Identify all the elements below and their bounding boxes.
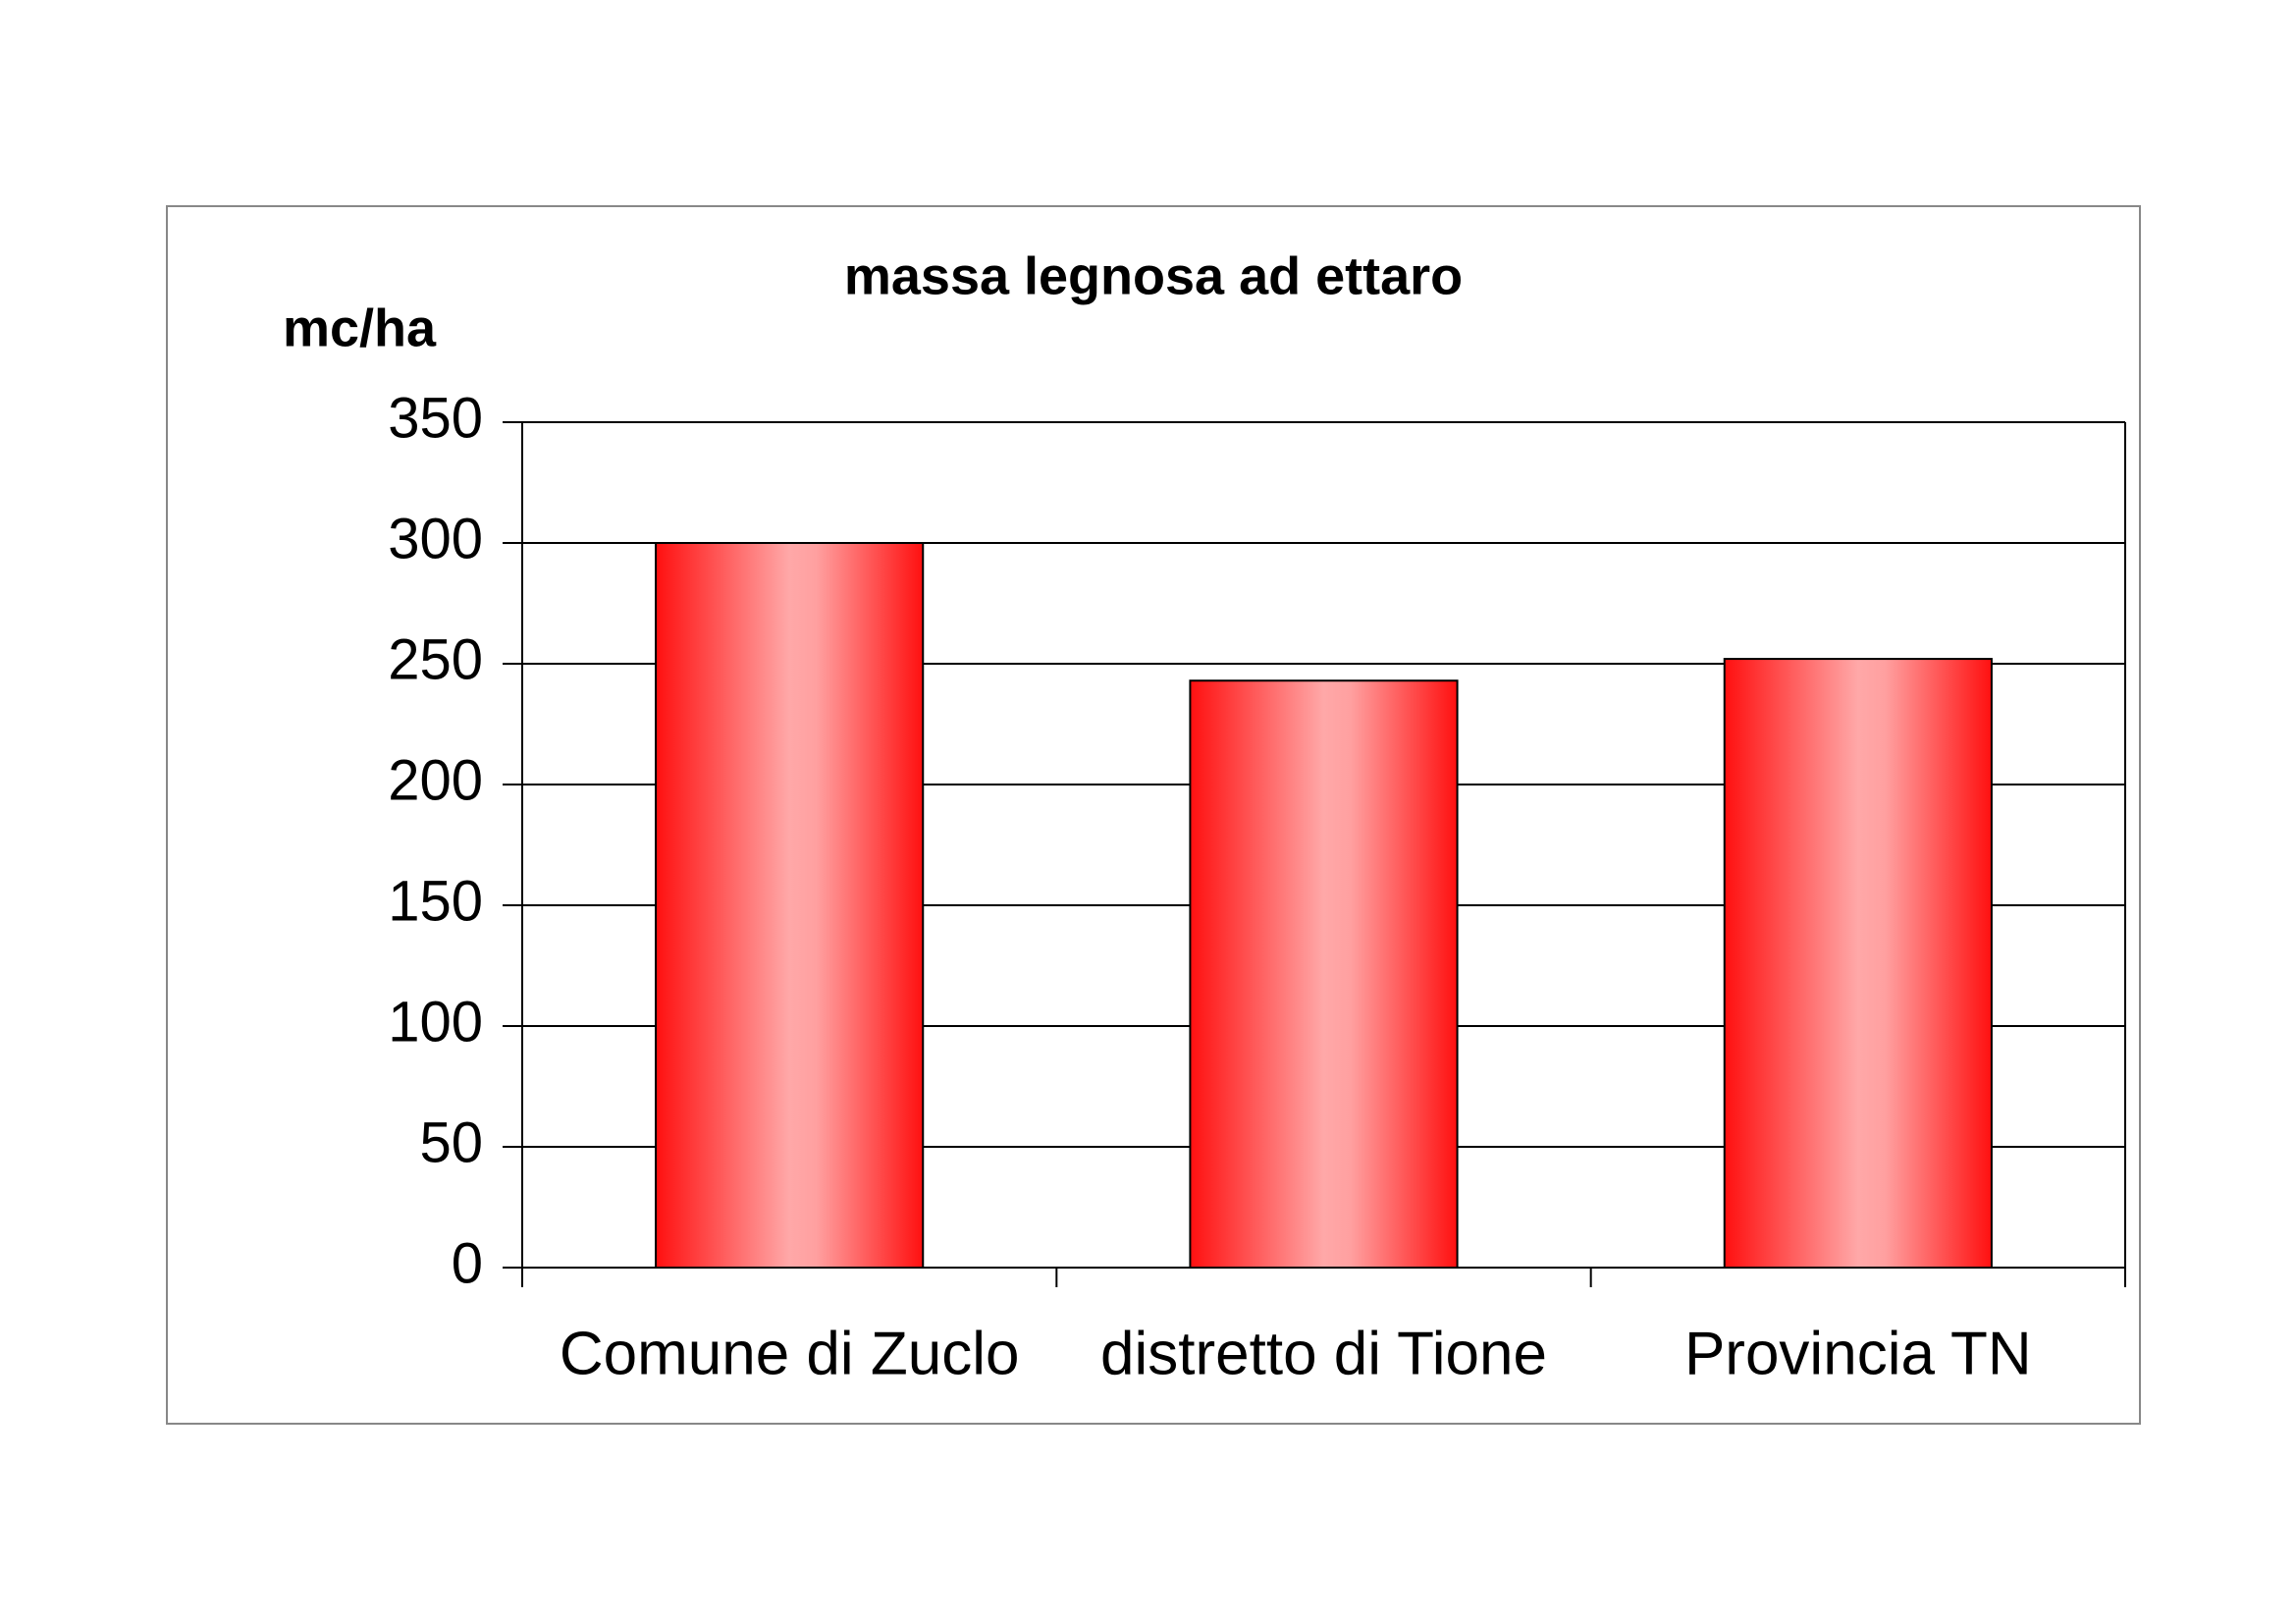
bar <box>1723 658 1993 1269</box>
y-tick-label: 0 <box>452 1231 483 1295</box>
y-tick-label: 200 <box>388 748 483 812</box>
chart-title: massa legnosa ad ettaro <box>844 246 1463 305</box>
y-tick-label: 100 <box>388 990 483 1054</box>
y-axis-label: mc/ha <box>283 298 437 357</box>
bar <box>655 542 925 1269</box>
y-tick-label: 350 <box>388 386 483 450</box>
x-tick-label: Provincia TN <box>1684 1320 2032 1387</box>
y-tick-label: 50 <box>419 1110 483 1174</box>
y-tick-label: 300 <box>388 507 483 570</box>
y-tick-label: 250 <box>388 627 483 691</box>
y-tick-label: 150 <box>388 869 483 933</box>
bar <box>1189 679 1459 1269</box>
x-tick-label: Comune di Zuclo <box>560 1320 1020 1387</box>
x-tick-label: distretto di Tione <box>1100 1320 1547 1387</box>
